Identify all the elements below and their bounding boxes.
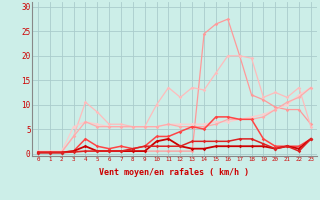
X-axis label: Vent moyen/en rafales ( km/h ): Vent moyen/en rafales ( km/h ) xyxy=(100,168,249,177)
